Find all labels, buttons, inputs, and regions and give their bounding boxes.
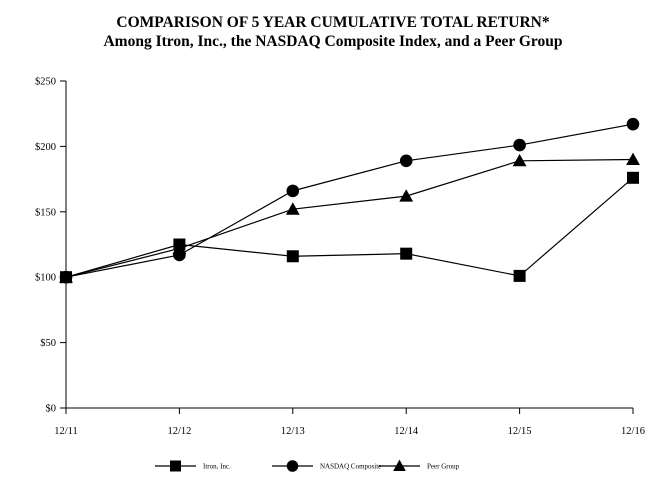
legend-marker bbox=[393, 459, 406, 472]
data-point bbox=[399, 189, 414, 202]
data-point bbox=[400, 247, 413, 260]
data-point bbox=[286, 184, 300, 198]
data-point bbox=[513, 269, 526, 282]
x-tick-label: 12/14 bbox=[394, 426, 419, 437]
legend-label: NASDAQ Composite bbox=[320, 463, 381, 471]
y-tick-label: $200 bbox=[35, 142, 56, 153]
x-tick-label: 12/16 bbox=[621, 426, 645, 437]
series-line bbox=[65, 123, 634, 278]
chart-title: COMPARISON OF 5 YEAR CUMULATIVE TOTAL RE… bbox=[116, 14, 550, 31]
series-circle bbox=[59, 117, 640, 284]
data-point bbox=[513, 138, 526, 152]
legend-label: Peer Group bbox=[427, 463, 460, 471]
data-point bbox=[172, 241, 187, 254]
data-point bbox=[626, 152, 640, 165]
data-point bbox=[59, 270, 73, 283]
series-line bbox=[65, 158, 634, 278]
data-point bbox=[512, 153, 527, 167]
x-tick-label: 12/13 bbox=[281, 426, 305, 437]
chart-axes: $0 $50 $100 $150 $200 $250 12/11 12/12 12/13 12/1… bbox=[35, 77, 645, 438]
y-tick-label: $50 bbox=[40, 338, 56, 349]
legend-item: Peer Group bbox=[379, 459, 460, 472]
y-tick-label: $0 bbox=[46, 404, 57, 415]
legend-marker bbox=[286, 460, 299, 472]
y-tick-label: $250 bbox=[35, 77, 56, 88]
chart-subtitle: Among Itron, Inc., the NASDAQ Composite … bbox=[103, 33, 563, 50]
legend-item: Itron, Inc. bbox=[155, 460, 231, 472]
data-point bbox=[286, 250, 299, 263]
legend-marker bbox=[170, 460, 181, 472]
legend-item: NASDAQ Composite bbox=[272, 460, 381, 472]
x-tick-label: 12/11 bbox=[54, 426, 78, 437]
data-point bbox=[285, 202, 300, 215]
series-line bbox=[65, 177, 634, 278]
y-tick-label: $100 bbox=[35, 273, 56, 284]
series-triangle bbox=[59, 152, 640, 283]
data-point bbox=[626, 117, 640, 131]
data-point bbox=[627, 171, 639, 184]
x-tick-label: 12/15 bbox=[508, 426, 532, 437]
y-tick-label: $150 bbox=[35, 207, 56, 218]
series-square bbox=[60, 171, 639, 284]
series-layer bbox=[59, 117, 640, 284]
chart-legend: Itron, Inc. NASDAQ Composite Peer Group bbox=[155, 459, 460, 472]
data-point bbox=[399, 154, 413, 168]
legend-label: Itron, Inc. bbox=[203, 463, 231, 471]
x-tick-label: 12/12 bbox=[167, 426, 191, 437]
